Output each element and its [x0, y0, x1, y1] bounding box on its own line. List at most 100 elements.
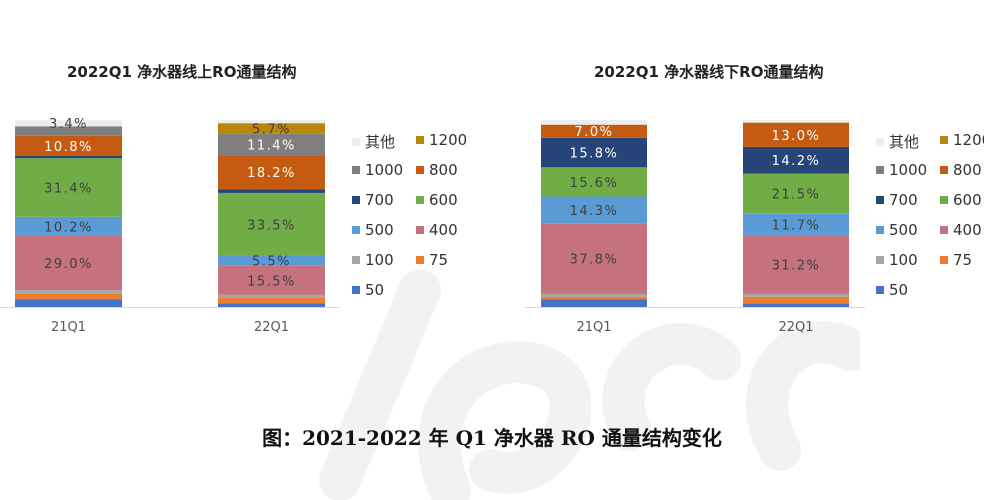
bar-segment-21Q1-700 [15, 155, 122, 159]
bar-segment-22Q1-100 [743, 293, 849, 297]
legend-swatch [940, 166, 948, 174]
bar-segment-22Q1-800 [218, 155, 325, 190]
legend-swatch [352, 166, 360, 174]
bar-segment-22Q1-75 [218, 297, 325, 304]
legend-label: 800 [953, 161, 982, 179]
bar-segment-22Q1-50 [218, 303, 325, 307]
bar-segment-21Q1-50 [15, 299, 122, 307]
data-label: 10.2% [44, 220, 93, 235]
data-label: 7.0% [574, 125, 613, 140]
legend-label: 75 [429, 251, 449, 269]
chart-title-online: 2022Q1 净水器线上RO通量结构 [67, 63, 297, 81]
data-label: 5.5% [252, 255, 291, 270]
bar-segment-22Q1-75 [743, 296, 849, 304]
bar-segment-21Q1-400 [541, 223, 647, 294]
legend-label: 100 [889, 251, 918, 269]
legend-label: 1000 [889, 161, 928, 179]
legend-swatch [416, 166, 424, 174]
data-label: 31.4% [44, 182, 93, 197]
bar-segment-21Q1-700 [541, 137, 647, 168]
legend-swatch [940, 196, 948, 204]
figure-caption: 图：2021-2022 年 Q1 净水器 RO 通量结构变化 [262, 426, 722, 450]
bar-segment-21Q1-800 [541, 124, 647, 138]
legend-item-400: 400 [416, 221, 458, 239]
legend-swatch [416, 226, 424, 234]
legend-swatch [352, 256, 360, 264]
bar-segment-21Q1-1000 [15, 126, 122, 136]
legend-item-100: 100 [876, 251, 918, 269]
legend-item-50: 50 [352, 281, 384, 299]
legend-label: 500 [889, 221, 918, 239]
bar-segment-22Q1-其他 [218, 120, 325, 124]
data-label: 14.3% [570, 204, 619, 219]
legend-label: 50 [889, 281, 909, 299]
bar-segment-22Q1-其他 [743, 120, 849, 123]
legend-item-500: 500 [876, 221, 918, 239]
legend-label: 1000 [365, 161, 404, 179]
legend-label: 400 [953, 221, 982, 239]
chart-title-offline: 2022Q1 净水器线下RO通量结构 [594, 63, 824, 81]
data-label: 33.5% [247, 218, 296, 233]
legend-item-400: 400 [940, 221, 982, 239]
x-tick-label: 21Q1 [51, 320, 86, 335]
data-label: 21.5% [772, 188, 821, 203]
bar-segment-21Q1-100 [15, 290, 122, 294]
legend-label: 400 [429, 221, 458, 239]
data-label: 5.7% [252, 123, 291, 138]
legend-item-100: 100 [352, 251, 394, 269]
data-label: 18.2% [247, 166, 296, 181]
bar-segment-22Q1-500 [218, 255, 325, 266]
bar-segment-22Q1-1200 [218, 123, 325, 134]
legend-swatch [876, 286, 884, 294]
data-label: 3.4% [49, 117, 88, 132]
bar-segment-22Q1-800 [743, 122, 849, 147]
bar-segment-22Q1-400 [218, 265, 325, 295]
legend-item-其他: 其他 [352, 131, 395, 152]
legend-swatch [940, 136, 948, 144]
bar-segment-21Q1-500 [541, 196, 647, 224]
legend-item-50: 50 [876, 281, 908, 299]
legend-label: 700 [365, 191, 394, 209]
bar-segment-22Q1-1000 [218, 133, 325, 156]
bar-segment-21Q1-50 [541, 299, 647, 307]
legend-swatch [352, 196, 360, 204]
legend-item-600: 600 [416, 191, 458, 209]
x-tick-label: 21Q1 [576, 320, 611, 335]
bar-segment-21Q1-75 [15, 293, 122, 300]
bar-segment-22Q1-400 [743, 235, 849, 294]
data-label: 29.0% [44, 257, 93, 272]
legend-swatch [416, 136, 424, 144]
legend-swatch [940, 256, 948, 264]
legend-item-75: 75 [416, 251, 448, 269]
legend-item-700: 700 [352, 191, 394, 209]
legend-swatch [876, 226, 884, 234]
legend-item-800: 800 [416, 161, 458, 179]
legend-label: 1200 [953, 131, 984, 149]
legend-label: 1200 [429, 131, 468, 149]
legend-swatch [352, 226, 360, 234]
legend-swatch [876, 166, 884, 174]
legend-swatch [876, 137, 884, 146]
legend-swatch [940, 226, 948, 234]
bar-segment-22Q1-700 [218, 189, 325, 193]
bar-segment-21Q1-600 [15, 158, 122, 217]
data-label: 15.5% [247, 274, 296, 289]
legend-swatch [416, 256, 424, 264]
bar-segment-21Q1-其他 [541, 120, 647, 125]
bar-segment-21Q1-100 [541, 293, 647, 297]
bar-segment-22Q1-50 [743, 303, 849, 307]
bar-segment-21Q1-800 [15, 135, 122, 156]
bar-segment-21Q1-600 [541, 167, 647, 197]
data-label: 11.7% [772, 219, 821, 234]
legend-label: 600 [953, 191, 982, 209]
legend-item-700: 700 [876, 191, 918, 209]
data-label: 11.4% [247, 138, 296, 153]
legend-label: 100 [365, 251, 394, 269]
x-tick-label: 22Q1 [778, 320, 813, 335]
legend-item-500: 500 [352, 221, 394, 239]
legend-swatch [876, 256, 884, 264]
data-label: 15.8% [570, 147, 619, 162]
data-label: 37.8% [570, 253, 619, 268]
legend-item-其他: 其他 [876, 131, 919, 152]
data-label: 10.8% [44, 140, 93, 155]
